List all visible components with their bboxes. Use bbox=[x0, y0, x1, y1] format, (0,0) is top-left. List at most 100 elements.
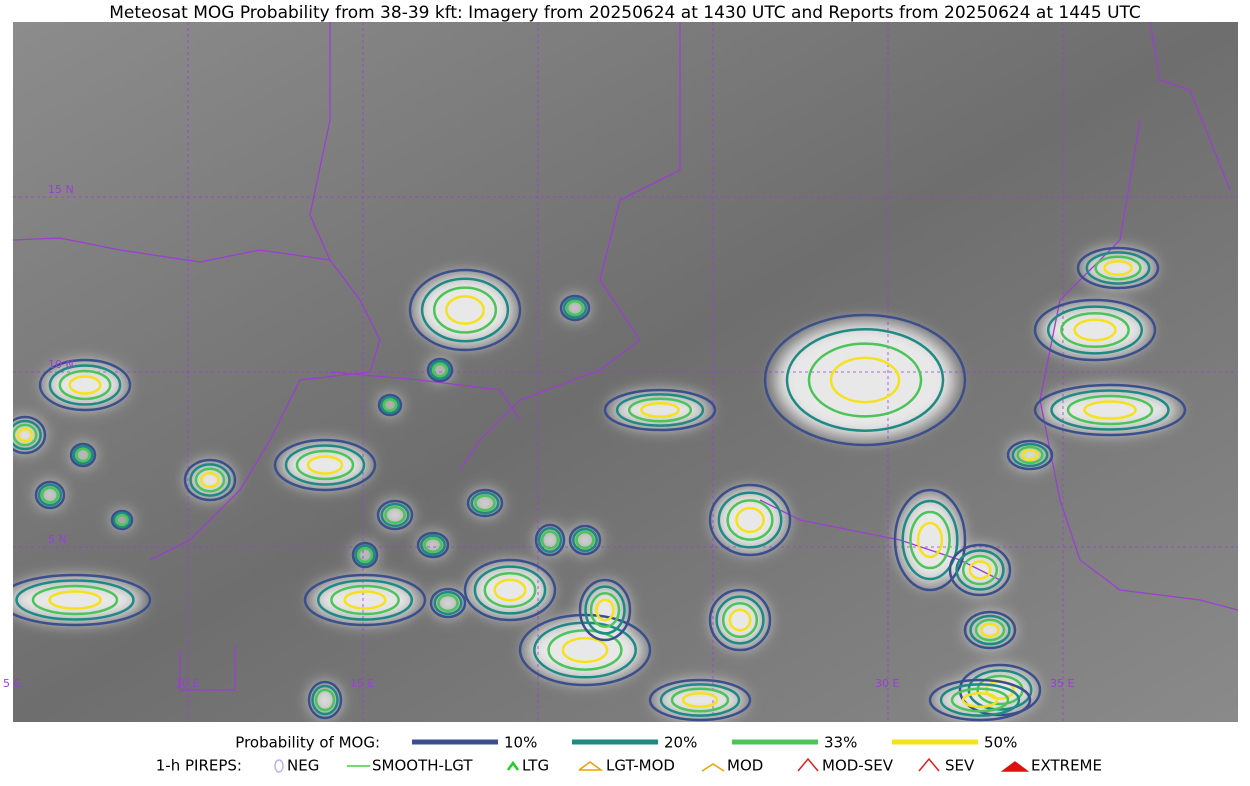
contour bbox=[572, 527, 598, 553]
contour bbox=[306, 455, 344, 475]
contour bbox=[1011, 442, 1049, 468]
cloud bbox=[469, 563, 551, 617]
contour bbox=[437, 593, 459, 613]
pirep-icons bbox=[274, 757, 1030, 773]
contour bbox=[928, 678, 1032, 722]
contour bbox=[69, 442, 97, 468]
contour bbox=[37, 483, 63, 507]
contour bbox=[969, 614, 1011, 646]
contour bbox=[595, 598, 615, 622]
contour bbox=[40, 486, 60, 504]
contour bbox=[194, 467, 226, 493]
contour bbox=[916, 521, 944, 559]
legend-label: 50% bbox=[984, 734, 1017, 752]
contour bbox=[1033, 298, 1157, 362]
contour bbox=[68, 375, 102, 395]
contour bbox=[1016, 445, 1044, 465]
legend-label: SMOOTH-LGT bbox=[372, 757, 473, 775]
cloud bbox=[44, 362, 126, 408]
lon-label: 30 E bbox=[875, 677, 899, 690]
contour bbox=[1066, 394, 1154, 426]
cloud bbox=[310, 683, 340, 717]
contour bbox=[589, 591, 621, 629]
contour bbox=[533, 621, 637, 679]
cloud bbox=[13, 418, 43, 452]
contour bbox=[715, 595, 765, 645]
legend-label: 10% bbox=[504, 734, 537, 752]
contour bbox=[13, 573, 152, 627]
contour bbox=[311, 684, 339, 716]
contour bbox=[640, 401, 680, 419]
contour bbox=[343, 590, 387, 610]
contour bbox=[58, 369, 112, 401]
contour bbox=[408, 268, 522, 352]
contour bbox=[473, 565, 547, 615]
contour bbox=[34, 480, 66, 510]
cloud bbox=[187, 462, 233, 498]
contour bbox=[980, 622, 1000, 638]
contour bbox=[659, 683, 741, 717]
contour bbox=[568, 524, 602, 556]
contour bbox=[284, 444, 366, 486]
legend: 10% 20% 33% 50% NEG SMOOTH-LGT LTG LGT-MOD MOD MO… bbox=[287, 734, 1102, 775]
contour bbox=[15, 579, 135, 621]
contour bbox=[1094, 255, 1142, 281]
legend-label: 20% bbox=[664, 734, 697, 752]
contour bbox=[16, 427, 34, 443]
contour bbox=[474, 494, 496, 512]
contour bbox=[955, 549, 1005, 591]
title: Meteosat MOG Probability from 38-39 kft:… bbox=[109, 3, 1141, 23]
cloud bbox=[582, 583, 628, 637]
contour bbox=[314, 688, 336, 712]
contour bbox=[13, 423, 38, 447]
legend-label: EXTREME bbox=[1031, 757, 1102, 775]
contour bbox=[48, 364, 122, 406]
contour bbox=[648, 678, 752, 722]
legend-label: LGT-MOD bbox=[606, 757, 675, 775]
contour bbox=[578, 578, 632, 642]
contour bbox=[537, 527, 563, 553]
contour bbox=[948, 543, 1012, 597]
contour bbox=[420, 534, 446, 556]
contour bbox=[974, 618, 1006, 642]
contour bbox=[303, 573, 427, 627]
contour bbox=[316, 579, 414, 621]
contour bbox=[540, 530, 560, 550]
lon-label: 15 E bbox=[350, 677, 374, 690]
contour bbox=[382, 398, 398, 412]
contour bbox=[1021, 448, 1039, 462]
contour bbox=[377, 393, 403, 417]
cloud bbox=[415, 274, 515, 346]
contour bbox=[721, 601, 759, 639]
contour bbox=[31, 584, 119, 616]
contour bbox=[785, 328, 945, 432]
contour bbox=[968, 560, 992, 580]
contour bbox=[763, 313, 967, 447]
contour bbox=[432, 362, 448, 378]
contour bbox=[357, 547, 373, 563]
legend-label: SEV bbox=[945, 757, 975, 775]
legend-label: MOD bbox=[727, 757, 763, 775]
clouds bbox=[13, 250, 1178, 718]
contour bbox=[561, 636, 609, 664]
contour bbox=[380, 502, 410, 528]
contour bbox=[627, 397, 693, 423]
contour bbox=[893, 488, 967, 592]
contour bbox=[670, 687, 730, 713]
contour bbox=[901, 499, 959, 581]
cloud bbox=[610, 392, 710, 428]
contour bbox=[183, 458, 237, 502]
contour bbox=[200, 471, 220, 489]
contour bbox=[426, 357, 454, 383]
contour bbox=[470, 491, 500, 515]
contour bbox=[615, 393, 705, 427]
contour bbox=[562, 297, 588, 319]
contour bbox=[575, 530, 595, 550]
contour bbox=[708, 483, 792, 557]
contour bbox=[1006, 439, 1054, 471]
contour bbox=[38, 358, 132, 412]
legend-label: LTG bbox=[522, 757, 549, 775]
contour bbox=[1033, 383, 1187, 437]
cloud bbox=[311, 577, 419, 623]
contour bbox=[547, 629, 623, 671]
